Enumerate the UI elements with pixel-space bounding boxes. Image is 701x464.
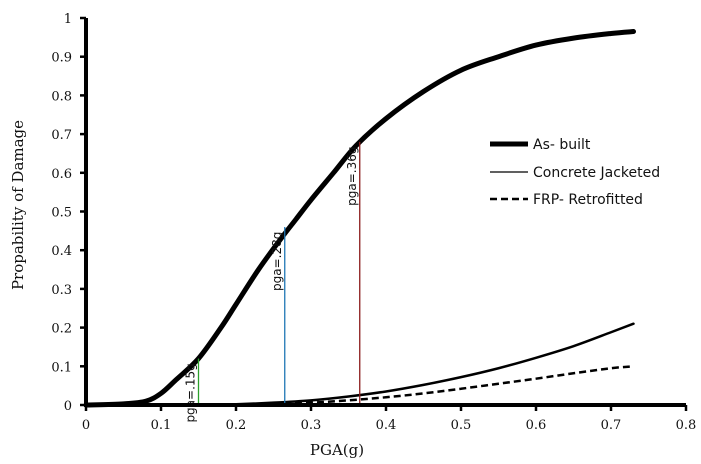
y-tick-label: 0.3 (51, 283, 72, 298)
y-tick-label: 0.1 (51, 360, 72, 375)
y-tick-label: 0 (64, 399, 72, 414)
x-axis-title: PGA(g) (310, 441, 364, 459)
x-tick-label: 0.3 (301, 418, 322, 433)
y-tick-label: 0.4 (51, 244, 72, 259)
y-axis-title: Propability of Damage (9, 120, 27, 290)
y-tick-label: 1 (64, 12, 72, 27)
x-tick-label: 0.4 (376, 418, 397, 433)
x-tick-label: 0 (82, 418, 90, 433)
x-tick-label: 0.1 (151, 418, 172, 433)
x-tick-label: 0.5 (451, 418, 472, 433)
x-tick-label: 0.2 (226, 418, 247, 433)
pga-marker-label: pga=.28g (270, 232, 284, 291)
legend: As- built Concrete Jacketed FRP- Retrofi… (490, 137, 660, 208)
x-tick-label: 0.7 (601, 418, 622, 433)
y-tick-label: 0.7 (51, 128, 72, 143)
ticks-layer: 0 0.1 0.2 0.3 0.4 0.5 0.6 0.7 0.8 0 0.1 0.2 0.3 0.4 0.… (51, 12, 696, 433)
series-line-as-built (83, 29, 636, 408)
pga-marker-label: pga=.36g (345, 146, 359, 205)
x-tick-label: 0.6 (526, 418, 547, 433)
y-tick-label: 0.2 (51, 322, 72, 337)
legend-label-frp-retrofitted: FRP- Retrofitted (533, 192, 643, 208)
legend-label-concrete-jacketed: Concrete Jacketed (533, 165, 660, 181)
axes-layer (84, 18, 686, 407)
pga-marker-label: pga=.15g (184, 363, 198, 422)
y-tick-label: 0.6 (51, 167, 72, 182)
x-tick-label: 0.8 (676, 418, 697, 433)
legend-label-as-built: As- built (533, 137, 591, 153)
annotation-layer: pga=.15g pga=.28g pga=.36g (184, 141, 361, 423)
y-tick-label: 0.5 (51, 206, 72, 221)
y-tick-label: 0.8 (51, 89, 72, 104)
y-tick-label: 0.9 (51, 51, 72, 66)
